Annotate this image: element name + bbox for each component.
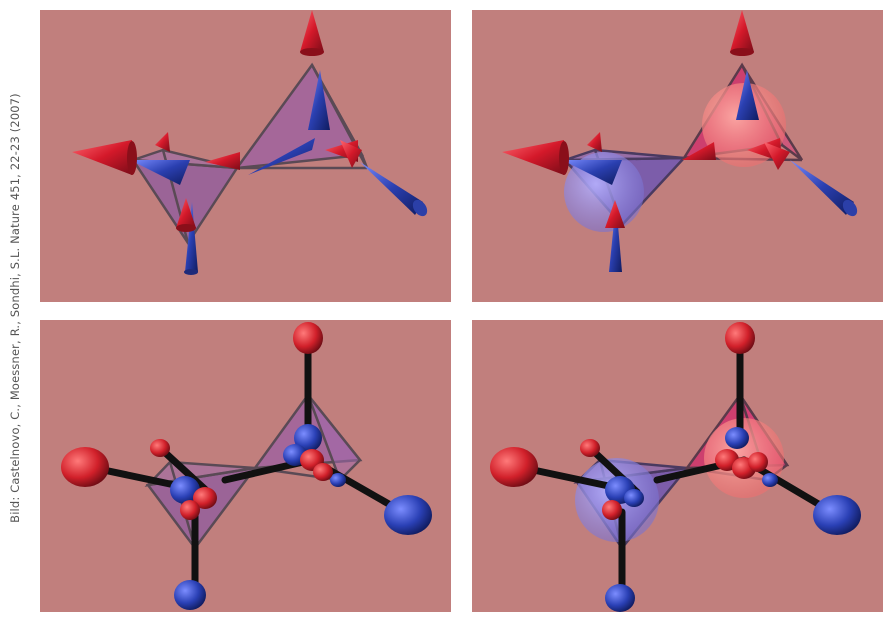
blue-arrows <box>562 70 858 272</box>
panel-bottom-left <box>40 320 451 612</box>
blue-balls <box>605 427 861 612</box>
red-arrows <box>502 10 790 228</box>
red-arrows <box>72 10 362 232</box>
blue-arrows <box>130 70 428 275</box>
image-credit: Bild: Castelnovo, C., Moessner, R., Sond… <box>0 0 30 617</box>
credit-text: Bild: Castelnovo, C., Moessner, R., Sond… <box>8 93 22 523</box>
panel-top-right <box>472 10 883 302</box>
red-balls <box>61 322 333 520</box>
monopole-blue <box>564 152 644 232</box>
panel-top-left <box>40 10 451 302</box>
blue-balls <box>170 424 432 610</box>
red-balls <box>490 322 768 520</box>
panel-bottom-right <box>472 320 883 612</box>
